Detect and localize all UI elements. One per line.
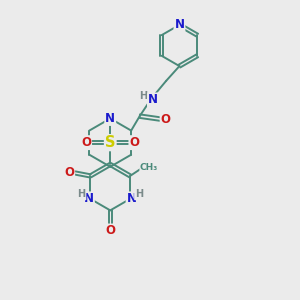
Text: N: N <box>84 192 94 206</box>
Text: H: H <box>139 91 147 101</box>
Text: N: N <box>127 192 136 206</box>
Text: H: H <box>135 190 143 200</box>
Text: N: N <box>148 93 158 106</box>
Text: S: S <box>105 135 116 150</box>
Text: N: N <box>174 18 184 32</box>
Text: N: N <box>105 112 115 125</box>
Text: O: O <box>105 224 115 238</box>
Text: CH₃: CH₃ <box>140 163 158 172</box>
Text: O: O <box>160 112 171 126</box>
Text: O: O <box>129 136 140 149</box>
Text: O: O <box>64 167 74 179</box>
Text: H: H <box>77 190 86 200</box>
Text: O: O <box>81 136 91 149</box>
